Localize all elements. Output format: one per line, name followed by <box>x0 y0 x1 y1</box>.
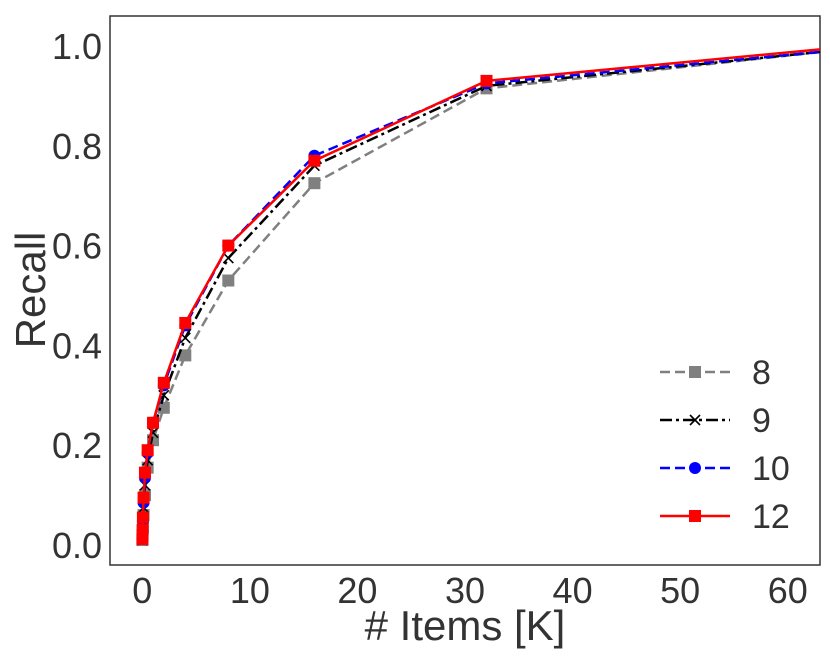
y-axis-title: Recall <box>7 232 54 349</box>
data-point-12 <box>136 511 149 524</box>
y-tick-label: 0.6 <box>52 226 102 267</box>
data-point-12 <box>136 524 149 537</box>
legend-marker <box>689 462 701 474</box>
y-tick-label: 0.2 <box>52 425 102 466</box>
legend-marker <box>689 414 701 426</box>
data-point-12 <box>222 239 235 252</box>
data-point-12 <box>179 316 192 329</box>
data-point-12 <box>825 42 830 54</box>
x-tick-label: 10 <box>230 570 270 611</box>
legend-label: 8 <box>752 354 771 392</box>
data-point-12 <box>147 416 160 429</box>
y-tick-label: 0.0 <box>52 525 102 566</box>
legend-label: 9 <box>752 402 771 440</box>
legend-marker <box>689 366 701 378</box>
legend-label: 12 <box>752 498 790 536</box>
x-tick-label: 0 <box>132 570 152 611</box>
x-tick-label: 30 <box>445 570 485 611</box>
data-point-9 <box>826 46 830 56</box>
data-point-12 <box>141 444 154 457</box>
x-tick-label: 60 <box>768 570 808 611</box>
data-point-9 <box>222 252 234 264</box>
x-tick-label: 40 <box>553 570 593 611</box>
data-point-8 <box>825 45 830 57</box>
data-point-12 <box>137 491 150 504</box>
plot-area <box>109 15 821 566</box>
legend-label: 10 <box>752 450 790 488</box>
data-point-8 <box>308 177 321 190</box>
data-point-8 <box>157 401 170 414</box>
data-point-12 <box>308 154 321 167</box>
y-tick-label: 0.4 <box>52 325 102 366</box>
legend-item-12: 12 <box>660 498 790 536</box>
x-axis-title: # Items [K] <box>365 602 566 649</box>
y-tick-label: 1.0 <box>52 26 102 67</box>
data-point-12 <box>138 466 151 479</box>
legend-item-10: 10 <box>660 450 790 488</box>
legend-marker <box>689 510 701 522</box>
data-point-10 <box>825 45 830 57</box>
legend: 8 9 10 12 <box>660 354 790 536</box>
y-axis: 0.0 0.2 0.4 0.6 0.8 1.0 <box>52 26 102 566</box>
series-layer <box>136 42 830 547</box>
legend-item-8: 8 <box>660 354 771 392</box>
data-point-12 <box>157 376 170 389</box>
data-point-8 <box>179 349 192 362</box>
y-tick-label: 0.8 <box>52 126 102 167</box>
x-tick-label: 50 <box>660 570 700 611</box>
legend-item-9: 9 <box>660 402 771 440</box>
data-point-12 <box>480 74 493 87</box>
x-tick-label: 20 <box>337 570 377 611</box>
series-12 <box>136 42 830 546</box>
data-point-8 <box>222 274 235 287</box>
x-axis: 0 10 20 30 40 50 60 <box>132 570 807 611</box>
